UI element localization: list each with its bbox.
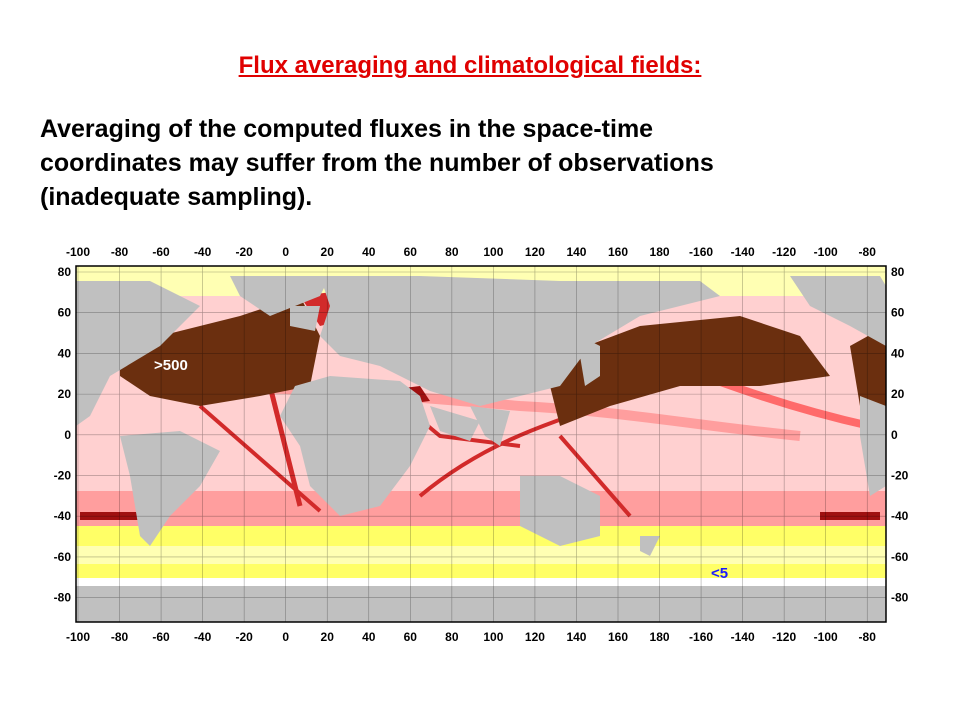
map-gridlines: [76, 266, 886, 622]
land-new-zealand: [640, 536, 660, 556]
longitude-tick-bottom: -80: [859, 630, 877, 644]
longitude-tick-top: -140: [731, 245, 755, 259]
southern-lighter-band: [76, 546, 886, 564]
ocean-field: [76, 266, 886, 622]
longitude-tick-top: 60: [404, 245, 418, 259]
longitude-tick-top: 180: [650, 245, 670, 259]
latitude-tick-right: -40: [891, 509, 909, 523]
land-africa: [280, 376, 430, 516]
longitude-tick-bottom: 0: [282, 630, 289, 644]
north-atlantic-dense: [120, 296, 320, 406]
longitude-tick-bottom: -120: [772, 630, 796, 644]
land-arabia: [430, 406, 480, 441]
land-north-america-west: [76, 281, 200, 426]
longitude-tick-top: -100: [66, 245, 90, 259]
longitude-tick-bottom: 140: [566, 630, 586, 644]
lane-3: [198, 404, 322, 513]
body-line-2: coordinates may suffer from the number o…: [40, 149, 714, 177]
longitude-tick-top: -40: [194, 245, 212, 259]
longitude-tick-top: -20: [235, 245, 253, 259]
body-line-1: Averaging of the computed fluxes in the …: [40, 115, 654, 143]
latitude-tick-right: 20: [891, 387, 905, 401]
latitude-tick-right: 60: [891, 306, 905, 320]
latitude-axis-right: 80 60 40 20 0 -20 -40 -60 -80: [891, 265, 909, 605]
latitude-axis-left: 80 60 40 20 0 -20 -40 -60 -80: [54, 265, 72, 605]
land-south-america: [120, 431, 220, 546]
east-pacific-coast-dense: [850, 326, 886, 416]
longitude-tick-bottom: 40: [362, 630, 376, 644]
longitude-tick-bottom: -160: [689, 630, 713, 644]
annotation-low-count: <5: [711, 565, 728, 582]
latitude-tick-left: 20: [58, 387, 72, 401]
latitude-tick-left: 40: [58, 346, 72, 360]
land-british-isles: [290, 306, 320, 331]
latitude-tick-left: -80: [54, 591, 72, 605]
land-south-america-east: [860, 396, 886, 496]
latitude-tick-right: 80: [891, 265, 905, 279]
longitude-axis-bottom: -100 -80 -60 -40 -20 0 20 40 60 80 100 120 140 160 180…: [66, 630, 876, 644]
latitude-tick-right: -20: [891, 469, 909, 483]
longitude-axis-top: -100 -80 -60 -40 -20 0 20 40 60 80 100 120 140 160 180…: [66, 245, 876, 259]
longitude-tick-bottom: 100: [483, 630, 503, 644]
observation-density-map: -100 -80 -60 -40 -20 0 20 40 60 80 100 120 140 160 180…: [54, 245, 909, 644]
longitude-tick-top: 0: [282, 245, 289, 259]
longitude-tick-bottom: 120: [525, 630, 545, 644]
map-frame: [75, 265, 887, 623]
longitude-tick-top: 40: [362, 245, 376, 259]
north-pacific-dense: [550, 316, 830, 426]
latitude-tick-right: -80: [891, 591, 909, 605]
slide-body-text: Averaging of the computed fluxes in the …: [40, 112, 920, 214]
longitude-tick-top: -120: [772, 245, 796, 259]
lane-7: [558, 434, 632, 518]
longitude-tick-top: 140: [566, 245, 586, 259]
land-australia: [520, 476, 600, 546]
longitude-tick-top: 120: [525, 245, 545, 259]
longitude-tick-top: -100: [814, 245, 838, 259]
longitude-tick-bottom: 180: [650, 630, 670, 644]
land-antarctica: [76, 586, 886, 622]
longitude-tick-bottom: 160: [608, 630, 628, 644]
longitude-tick-bottom: -60: [152, 630, 170, 644]
longitude-tick-bottom: 20: [321, 630, 335, 644]
southern-pink-band: [76, 491, 886, 526]
longitude-tick-bottom: -40: [194, 630, 212, 644]
latitude-tick-left: -60: [54, 550, 72, 564]
longitude-tick-top: -60: [152, 245, 170, 259]
slide-title: Flux averaging and climatological fields…: [238, 52, 702, 79]
longitude-tick-top: -80: [859, 245, 877, 259]
longitude-tick-bottom: -100: [66, 630, 90, 644]
latitude-tick-right: -60: [891, 550, 909, 564]
longitude-tick-top: -160: [689, 245, 713, 259]
latitude-tick-right: 0: [891, 428, 898, 442]
longitude-tick-top: 160: [608, 245, 628, 259]
longitude-tick-bottom: 80: [445, 630, 459, 644]
longitude-tick-top: 20: [321, 245, 335, 259]
body-line-3: (inadequate sampling).: [40, 183, 313, 211]
land-masses: [76, 276, 886, 622]
land-north-america-east: [790, 276, 886, 346]
lane-2: [267, 385, 303, 507]
land-india: [470, 406, 510, 446]
latitude-tick-left: -20: [54, 469, 72, 483]
longitude-tick-bottom: -20: [235, 630, 253, 644]
latitude-tick-left: -40: [54, 509, 72, 523]
land-greenland: [230, 276, 330, 316]
latitude-tick-left: 0: [64, 428, 71, 442]
latitude-tick-right: 40: [891, 346, 905, 360]
longitude-tick-bottom: -80: [111, 630, 129, 644]
land-eurasia: [320, 276, 720, 406]
longitude-tick-bottom: 60: [404, 630, 418, 644]
longitude-tick-bottom: -100: [814, 630, 838, 644]
annotation-high-count: >500: [154, 357, 188, 374]
longitude-tick-top: 80: [445, 245, 459, 259]
longitude-tick-bottom: -140: [731, 630, 755, 644]
longitude-tick-top: -80: [111, 245, 129, 259]
land-japan: [580, 336, 600, 386]
longitude-tick-top: 100: [483, 245, 503, 259]
latitude-tick-left: 80: [58, 265, 72, 279]
latitude-tick-left: 60: [58, 306, 72, 320]
